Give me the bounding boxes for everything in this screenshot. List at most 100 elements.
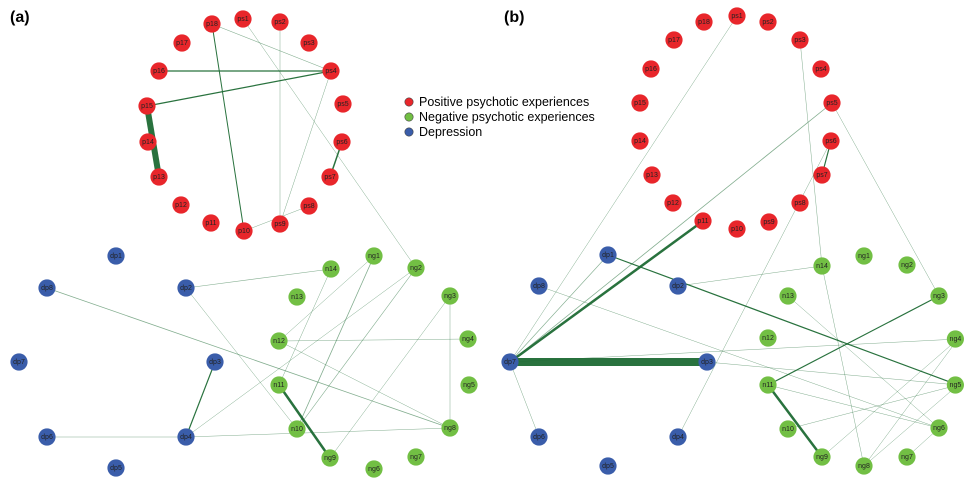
edge-dp4-ng2-a bbox=[185, 267, 417, 438]
node-ps5-a: ps5 bbox=[334, 95, 352, 113]
node-label: ng8 bbox=[444, 425, 456, 432]
node-circle bbox=[321, 449, 339, 467]
node-circle bbox=[300, 34, 318, 52]
node-ps8-a: ps8 bbox=[300, 197, 318, 215]
node-label: p18 bbox=[698, 19, 710, 26]
node-circle bbox=[813, 257, 831, 275]
node-circle bbox=[599, 457, 617, 475]
edge-ng9-ng4-b bbox=[821, 338, 959, 458]
node-circle bbox=[365, 247, 383, 265]
node-circle bbox=[138, 97, 156, 115]
node-circle bbox=[791, 31, 809, 49]
node-circle bbox=[441, 419, 459, 437]
node-circle bbox=[288, 420, 306, 438]
node-p13-a: p13 bbox=[150, 168, 168, 186]
node-circle bbox=[813, 448, 831, 466]
edge-dp7-p11-b bbox=[509, 219, 704, 364]
node-label: dp6 bbox=[533, 434, 545, 441]
node-circle bbox=[203, 15, 221, 33]
node-circle bbox=[898, 256, 916, 274]
node-circle bbox=[760, 213, 778, 231]
node-label: p10 bbox=[731, 226, 743, 233]
node-label: ng5 bbox=[950, 382, 962, 389]
node-label: dp7 bbox=[504, 359, 516, 366]
node-dp2-a: dp2 bbox=[177, 279, 195, 297]
node-ng2-a: ng2 bbox=[407, 259, 425, 277]
node-label: ng4 bbox=[462, 336, 474, 343]
edge-ng8-ng5-b bbox=[863, 384, 959, 467]
node-ps6-b: ps6 bbox=[822, 132, 840, 150]
node-p18-a: p18 bbox=[203, 15, 221, 33]
node-ng8-b: ng8 bbox=[855, 457, 873, 475]
node-label: ng3 bbox=[444, 293, 456, 300]
node-dp3-a: dp3 bbox=[206, 353, 224, 371]
node-layer-b: ps1 ps2 ps3 ps4 ps5 ps6 ps7 ps8 ps9 p10 p11 p12 p13 p… bbox=[501, 7, 965, 475]
node-label: ps8 bbox=[303, 203, 314, 210]
edge-n11-n14-a bbox=[278, 268, 332, 386]
node-n12-a: n12 bbox=[270, 332, 288, 350]
node-label: dp8 bbox=[533, 283, 545, 290]
node-p11-b: p11 bbox=[694, 212, 712, 230]
edge-ng8-ng4-b bbox=[863, 338, 959, 467]
node-p10-b: p10 bbox=[728, 220, 746, 238]
edge-layer-b bbox=[509, 15, 959, 467]
node-circle bbox=[334, 95, 352, 113]
node-circle bbox=[728, 7, 746, 25]
node-dp7-a: dp7 bbox=[10, 353, 28, 371]
node-ng7-b: ng7 bbox=[898, 448, 916, 466]
node-circle bbox=[694, 212, 712, 230]
node-circle bbox=[139, 133, 157, 151]
edge-ps5-ng3-b bbox=[831, 102, 940, 297]
node-dp8-a: dp8 bbox=[38, 279, 56, 297]
legend-swatch-negative bbox=[404, 112, 414, 122]
node-circle bbox=[530, 277, 548, 295]
node-circle bbox=[300, 197, 318, 215]
edge-n10-ng2-a bbox=[296, 267, 417, 430]
node-circle bbox=[322, 260, 340, 278]
node-p17-a: p17 bbox=[173, 34, 191, 52]
edge-p18-ps4-a bbox=[211, 23, 332, 72]
node-ng7-a: ng7 bbox=[407, 448, 425, 466]
node-circle bbox=[599, 246, 617, 264]
node-label: dp4 bbox=[180, 434, 192, 441]
edge-n11-ng3-b bbox=[767, 295, 940, 386]
node-ps7-b: ps7 bbox=[813, 166, 831, 184]
edge-n12-ng4-a bbox=[278, 338, 469, 342]
edge-layer-a bbox=[46, 18, 469, 459]
legend-swatch-depression bbox=[404, 127, 414, 137]
node-label: dp5 bbox=[110, 465, 122, 472]
node-label: ng1 bbox=[858, 253, 870, 260]
node-n12-b: n12 bbox=[759, 329, 777, 347]
node-circle bbox=[202, 214, 220, 232]
edge-ps4-ps9-a bbox=[279, 70, 332, 225]
node-ps3-b: ps3 bbox=[791, 31, 809, 49]
node-label: ng9 bbox=[816, 454, 828, 461]
node-ng3-a: ng3 bbox=[441, 287, 459, 305]
node-label: p15 bbox=[141, 103, 153, 110]
node-circle bbox=[10, 353, 28, 371]
node-label: p18 bbox=[206, 21, 218, 28]
edge-p15-ps4-a bbox=[146, 70, 332, 107]
node-circle bbox=[107, 459, 125, 477]
legend-label-negative: Negative psychotic experiences bbox=[419, 110, 595, 124]
node-label: n11 bbox=[762, 382, 773, 389]
node-p10-a: p10 bbox=[235, 222, 253, 240]
node-n11-b: n11 bbox=[759, 376, 777, 394]
node-label: p15 bbox=[634, 100, 646, 107]
node-label: n12 bbox=[762, 335, 774, 342]
node-label: ng3 bbox=[933, 293, 945, 300]
node-dp1-a: dp1 bbox=[107, 247, 125, 265]
node-ng2-b: ng2 bbox=[898, 256, 916, 274]
legend-swatch-positive bbox=[404, 97, 414, 107]
node-ps3-a: ps3 bbox=[300, 34, 318, 52]
edge-dp2-n14-a bbox=[185, 268, 332, 289]
node-p12-a: p12 bbox=[172, 196, 190, 214]
legend-item-depression: Depression bbox=[404, 125, 482, 139]
edge-dp4-dp3-a bbox=[185, 361, 216, 438]
node-p17-b: p17 bbox=[665, 31, 683, 49]
node-circle bbox=[698, 353, 716, 371]
node-ps2-b: ps2 bbox=[759, 13, 777, 31]
node-n14-b: n14 bbox=[813, 257, 831, 275]
node-ng6-b: ng6 bbox=[930, 419, 948, 437]
